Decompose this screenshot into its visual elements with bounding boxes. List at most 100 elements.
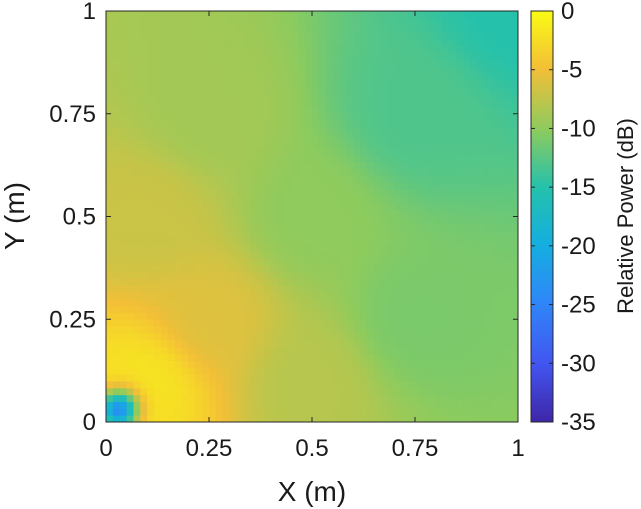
heatmap-cell [339, 250, 347, 259]
heatmap-cell [456, 175, 464, 183]
heatmap-cell [387, 243, 395, 252]
heatmap-cell [209, 415, 217, 422]
heatmap-cell [490, 257, 498, 266]
heatmap-cell [332, 394, 341, 403]
heatmap-cell [126, 195, 135, 204]
heatmap-cell [263, 401, 272, 409]
heatmap-cell [209, 243, 217, 252]
heatmap-cell [305, 319, 313, 327]
heatmap-cell [312, 257, 320, 266]
heatmap-cell [469, 17, 478, 26]
heatmap-cell [147, 264, 155, 272]
heatmap-cell [360, 93, 368, 101]
heatmap-cell [360, 223, 368, 231]
heatmap-cell [126, 257, 135, 266]
heatmap-cell [435, 106, 444, 115]
heatmap-cell [236, 257, 244, 266]
heatmap-cell [270, 339, 279, 348]
heatmap-cell [346, 93, 354, 101]
heatmap-cell [229, 257, 238, 266]
heatmap-cell [174, 134, 183, 142]
heatmap-cell [353, 113, 361, 122]
heatmap-cell [154, 332, 162, 341]
heatmap-cell [435, 216, 444, 224]
heatmap-cell [243, 230, 251, 238]
heatmap-cell [312, 113, 320, 122]
heatmap-cell [140, 202, 148, 211]
heatmap-cell [236, 367, 244, 375]
heatmap-cell [463, 148, 471, 156]
heatmap-cell [401, 148, 409, 156]
heatmap-cell [456, 58, 464, 67]
heatmap-cell [222, 17, 231, 26]
heatmap-cell [463, 161, 471, 170]
heatmap-cell [209, 154, 217, 163]
heatmap-cell [133, 209, 141, 218]
heatmap-cell [401, 11, 409, 19]
heatmap-cell [483, 250, 492, 259]
heatmap-cell [312, 182, 320, 190]
heatmap-cell [339, 408, 347, 416]
heatmap-cell [394, 72, 402, 81]
heatmap-cell [222, 58, 231, 67]
heatmap-cell [305, 223, 313, 231]
heatmap-cell [511, 298, 518, 307]
heatmap-cell [463, 319, 471, 327]
heatmap-cell [325, 346, 334, 355]
heatmap-cell [428, 161, 437, 170]
heatmap-cell [360, 52, 368, 60]
heatmap-cell [449, 161, 457, 170]
x-tick-label: 1 [511, 435, 524, 462]
heatmap-cell [133, 243, 141, 252]
heatmap-cell [442, 250, 450, 259]
heatmap-cell [476, 408, 485, 416]
heatmap-cell [257, 52, 265, 60]
heatmap-cell [421, 353, 430, 361]
heatmap-cell [497, 11, 505, 19]
heatmap-cell [236, 45, 244, 53]
heatmap-cell [174, 175, 183, 183]
heatmap-cell [133, 278, 141, 286]
heatmap-cell [202, 45, 210, 53]
heatmap-cell [373, 415, 382, 422]
heatmap-cell [154, 353, 162, 361]
heatmap-cell [387, 38, 395, 46]
heatmap-cell [284, 38, 292, 46]
heatmap-cell [312, 216, 320, 224]
heatmap-cell [346, 106, 354, 115]
heatmap-cell [476, 79, 485, 87]
heatmap-cell [360, 189, 368, 197]
heatmap-cell [133, 374, 141, 382]
heatmap-cell [318, 31, 327, 39]
heatmap-cell [401, 312, 409, 320]
heatmap-cell [421, 182, 430, 190]
heatmap-cell [421, 285, 430, 293]
heatmap-cell [490, 134, 498, 142]
heatmap-cell [325, 237, 334, 245]
heatmap-cell [490, 387, 498, 396]
heatmap-cell [483, 237, 492, 245]
heatmap-cell [202, 79, 210, 87]
heatmap-cell [202, 11, 210, 19]
heatmap-cell [181, 312, 189, 320]
heatmap-cell [456, 271, 464, 279]
heatmap-cell [401, 271, 409, 279]
heatmap-cell [415, 141, 423, 149]
heatmap-cell [147, 189, 155, 197]
heatmap-cell [408, 31, 416, 39]
heatmap-cell [112, 120, 121, 129]
heatmap-cell [250, 58, 258, 67]
heatmap-cell [154, 360, 162, 368]
heatmap-cell [202, 72, 210, 81]
heatmap-cell [394, 408, 402, 416]
heatmap-cell [160, 319, 169, 327]
heatmap-cell [133, 346, 141, 355]
heatmap-cell [428, 291, 437, 300]
heatmap-cell [421, 401, 430, 409]
heatmap-cell [312, 120, 320, 129]
heatmap-cell [284, 237, 292, 245]
heatmap-cell [133, 353, 141, 361]
heatmap-cell [243, 394, 251, 403]
heatmap-cell [408, 401, 416, 409]
heatmap-cell [160, 72, 169, 81]
